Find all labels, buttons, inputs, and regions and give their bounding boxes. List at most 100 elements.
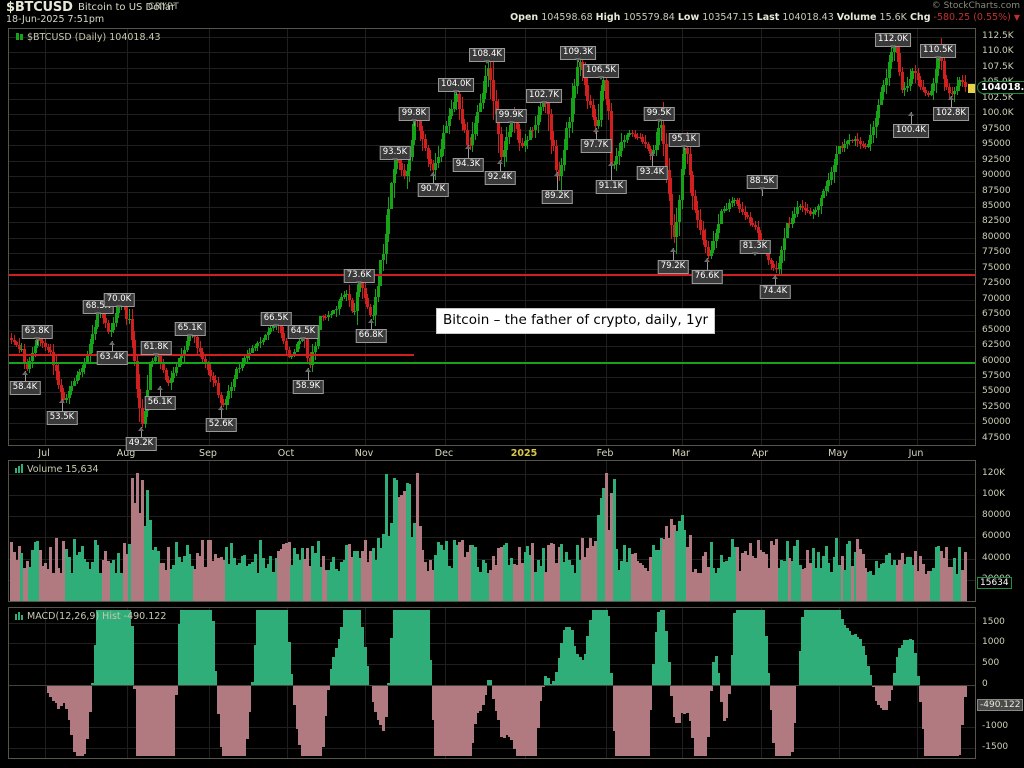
volume-bar <box>101 560 105 601</box>
candle-body <box>549 114 553 140</box>
price-plot-area[interactable] <box>9 29 975 445</box>
volume-bar <box>251 561 255 601</box>
macd-histogram-bar <box>903 640 907 686</box>
macd-panel[interactable]: MACD(12,26,9) Hist -490.122 <box>8 607 976 759</box>
macd-histogram-bar <box>638 685 642 756</box>
volume-bar <box>258 540 262 601</box>
macd-histogram-bar <box>481 685 485 706</box>
volume-bar <box>374 559 378 601</box>
volume-bar <box>159 562 163 601</box>
macd-histogram-bar <box>439 685 443 756</box>
volume-bar <box>549 542 553 601</box>
volume-bar <box>602 488 606 601</box>
volume-bar <box>947 567 951 601</box>
macd-histogram-bar <box>431 685 435 721</box>
macd-histogram-bar <box>801 616 805 686</box>
current-macd-label[interactable]: -490.122 <box>977 698 1024 711</box>
volume-bar <box>858 549 862 601</box>
macd-histogram-bar <box>900 644 904 686</box>
macd-histogram-bar <box>586 635 590 686</box>
volume-bar <box>38 549 42 601</box>
macd-histogram-bar <box>651 664 655 686</box>
volume-bar <box>460 540 464 601</box>
volume-bar <box>950 566 954 601</box>
volume-bar <box>465 551 469 601</box>
candle-body <box>282 333 286 341</box>
candle-body <box>279 324 283 333</box>
volume-bar <box>932 568 936 601</box>
current-volume-label[interactable]: 15634 <box>977 577 1012 590</box>
macd-histogram-bar <box>376 685 380 720</box>
candle-body <box>332 309 336 315</box>
volume-bar <box>727 557 731 601</box>
macd-histogram-bar <box>777 685 781 756</box>
volume-bar <box>106 560 110 601</box>
symbol-ticker[interactable]: $BTCUSD <box>6 0 73 15</box>
macd-histogram-bar <box>877 685 881 706</box>
macd-plot-area[interactable] <box>9 608 975 758</box>
candle-body <box>285 340 289 351</box>
volume-bar <box>99 573 103 601</box>
volume-panel[interactable]: Volume 15,634 <box>8 460 976 602</box>
volume-bar <box>389 523 393 601</box>
candle-body <box>756 227 760 234</box>
macd-histogram-bar <box>279 610 283 686</box>
candle-body <box>109 330 113 333</box>
candle-body <box>573 86 577 99</box>
candle-body <box>358 280 362 293</box>
volume-bar <box>332 556 336 601</box>
volume-bar <box>403 491 406 601</box>
volume-bar <box>748 543 752 601</box>
candle-body <box>704 239 708 247</box>
current-price-label[interactable]: 104018.43 <box>977 81 1024 95</box>
macd-histogram-bar <box>182 610 186 686</box>
candle-body <box>426 148 430 159</box>
month-gridline <box>287 29 288 445</box>
volume-bar <box>811 548 815 601</box>
candle-body <box>188 333 192 341</box>
macd-histogram-bar <box>65 685 69 709</box>
candle-body <box>748 217 752 223</box>
candle-body <box>609 110 613 165</box>
volume-bar <box>541 547 545 601</box>
macd-histogram-bar <box>292 685 296 705</box>
volume-bar <box>733 546 737 601</box>
volume-bar <box>515 565 519 601</box>
volume-plot-area[interactable] <box>9 461 975 601</box>
macd-histogram-bar <box>761 610 765 686</box>
candle-body <box>494 101 498 115</box>
macd-histogram-bar <box>683 685 687 715</box>
candle-wick <box>406 163 408 189</box>
macd-histogram-bar <box>261 610 265 686</box>
candle-body <box>722 208 726 212</box>
candle-body <box>796 206 799 215</box>
volume-bar <box>133 503 137 601</box>
price-panel[interactable]: $BTCUSD (Daily) 104018.43 <box>8 28 976 446</box>
volume-bar <box>680 514 684 601</box>
x-axis-month-label: Sep <box>199 448 217 459</box>
volume-bar <box>272 571 275 601</box>
x-axis-month-label: Jul <box>38 448 50 459</box>
volume-bar <box>554 563 558 601</box>
month-gridline <box>445 29 446 445</box>
left-resistance-segment[interactable] <box>9 353 414 356</box>
macd-histogram-bar <box>898 648 902 686</box>
price-gridline <box>9 37 975 39</box>
macd-histogram-bar <box>355 610 359 686</box>
volume-bar <box>633 552 637 601</box>
macd-histogram-bar <box>675 685 679 724</box>
resistance-line[interactable] <box>9 273 975 276</box>
candle-body <box>520 142 524 146</box>
volume-bar <box>122 543 126 601</box>
volume-bar <box>59 572 63 601</box>
support-segment-right[interactable] <box>339 361 975 364</box>
candle-body <box>237 367 241 369</box>
macd-histogram-bar <box>510 685 514 740</box>
macd-histogram-bar <box>334 648 338 686</box>
macd-histogram-bar <box>337 639 341 686</box>
macd-histogram-bar <box>929 685 933 756</box>
volume-bar <box>740 553 744 601</box>
macd-histogram-bar <box>324 685 328 716</box>
candle-body <box>801 205 805 208</box>
volume-bar <box>505 542 509 601</box>
